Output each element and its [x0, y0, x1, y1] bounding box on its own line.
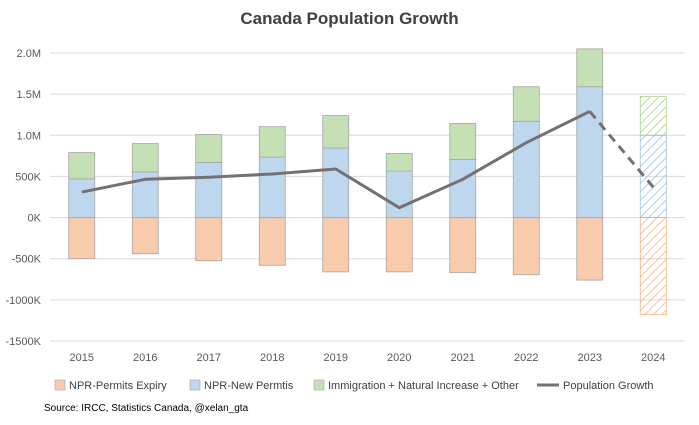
x-tick-label: 2023 — [578, 352, 602, 364]
bar-npr-new-permtis-2022 — [512, 120, 540, 218]
x-tick-label: 2015 — [70, 352, 94, 364]
x-tick-label: 2019 — [324, 352, 348, 364]
x-tick-label: 2021 — [451, 352, 475, 364]
bar-immigration-natural-increase-other-2020 — [385, 152, 413, 172]
legend-label: Immigration + Natural Increase + Other — [328, 380, 519, 392]
x-tick-label: 2022 — [514, 352, 538, 364]
bar-immigration-natural-increase-other-2019 — [322, 115, 350, 149]
bar-npr-permits-expiry-2024 — [639, 217, 667, 316]
y-tick-label: -1000K — [6, 295, 42, 307]
y-tick-label: 2.0M — [17, 48, 41, 60]
y-tick-label: 0K — [28, 213, 42, 225]
bar-immigration-natural-increase-other-2018 — [258, 126, 286, 158]
bar-npr-permits-expiry-2020 — [385, 217, 413, 273]
population-growth-projected-line — [588, 110, 655, 189]
bar-npr-permits-expiry-2021 — [449, 217, 477, 274]
bar-npr-permits-expiry-2016 — [131, 217, 159, 255]
bar-immigration-natural-increase-other-2021 — [449, 122, 477, 160]
y-tick-label: -1500K — [6, 336, 42, 348]
y-tick-label: -500K — [12, 254, 42, 266]
chart-title: Canada Population Growth — [240, 9, 459, 28]
y-tick-label: 1.0M — [17, 130, 41, 142]
x-tick-label: 2017 — [197, 352, 221, 364]
bar-npr-permits-expiry-2019 — [322, 217, 350, 273]
bar-npr-permits-expiry-2022 — [512, 217, 540, 276]
bar-immigration-natural-increase-other-2017 — [195, 134, 223, 163]
x-tick-label: 2020 — [387, 352, 411, 364]
bar-npr-new-permtis-2015 — [68, 178, 96, 218]
x-tick-label: 2018 — [260, 352, 284, 364]
legend-swatch — [54, 379, 66, 391]
bar-immigration-natural-increase-other-2022 — [512, 86, 540, 122]
y-tick-label: 500K — [15, 171, 41, 183]
bar-npr-new-permtis-2023 — [576, 86, 604, 218]
bar-immigration-natural-increase-other-2024 — [639, 96, 667, 136]
bar-npr-new-permtis-2024 — [639, 134, 667, 218]
source-note: Source: IRCC, Statistics Canada, @xelan_… — [44, 403, 249, 414]
bar-npr-permits-expiry-2023 — [576, 217, 604, 281]
legend-label: NPR-Permits Expiry — [69, 380, 167, 392]
x-tick-label: 2024 — [641, 352, 665, 364]
bar-immigration-natural-increase-other-2015 — [68, 152, 96, 180]
x-tick-label: 2016 — [133, 352, 157, 364]
legend-label: Population Growth — [563, 380, 654, 392]
bar-npr-permits-expiry-2018 — [258, 217, 286, 266]
y-tick-label: 1.5M — [17, 89, 41, 101]
legend-swatch — [313, 379, 325, 391]
bar-immigration-natural-increase-other-2023 — [576, 48, 604, 88]
bar-npr-new-permtis-2018 — [258, 156, 286, 218]
legend-label: NPR-New Permtis — [204, 380, 294, 392]
bar-immigration-natural-increase-other-2016 — [131, 143, 159, 173]
bar-npr-new-permtis-2020 — [385, 170, 413, 218]
bar-npr-permits-expiry-2017 — [195, 217, 223, 262]
bar-npr-new-permtis-2019 — [322, 147, 350, 218]
legend-swatch — [189, 379, 201, 391]
bar-npr-new-permtis-2017 — [195, 162, 223, 218]
bar-npr-permits-expiry-2015 — [68, 217, 96, 260]
bar-npr-new-permtis-2021 — [449, 159, 477, 218]
